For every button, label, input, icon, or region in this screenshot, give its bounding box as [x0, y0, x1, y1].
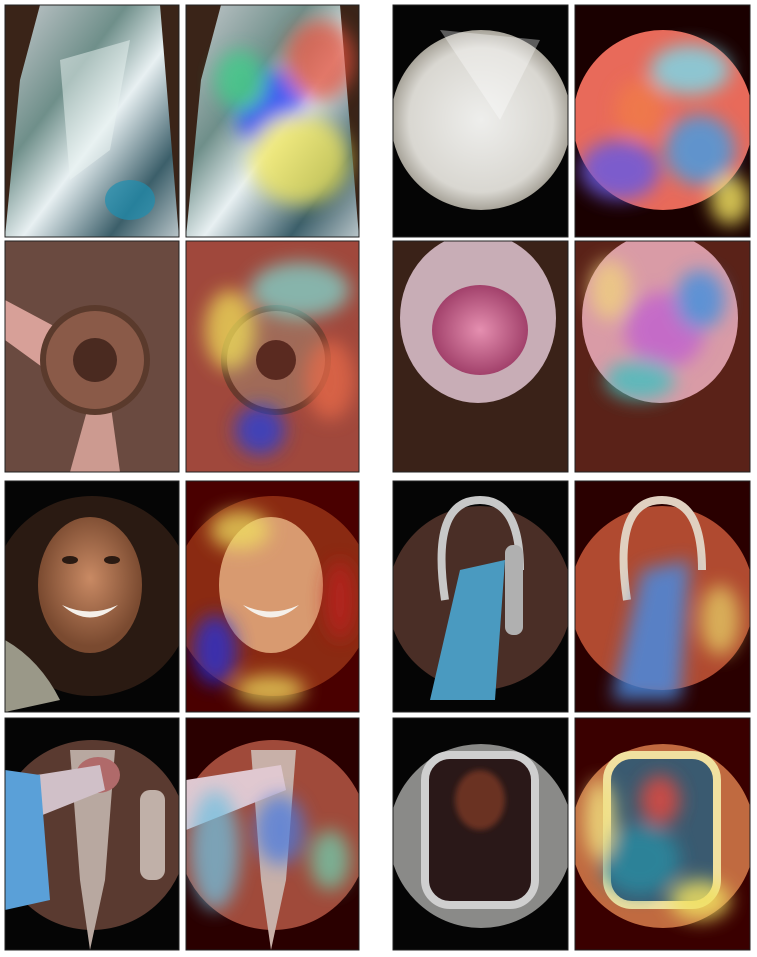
highlight	[60, 40, 130, 180]
heatmap-speculum-pink	[575, 241, 750, 472]
frame	[4, 4, 180, 238]
heat-blob	[665, 115, 735, 185]
heat	[193, 510, 355, 705]
frame	[574, 240, 751, 473]
tissue	[432, 285, 528, 375]
heat-blob	[700, 585, 740, 655]
heatmap-foil	[186, 5, 359, 237]
heat	[190, 790, 350, 910]
frame	[574, 480, 751, 713]
heat-blob	[612, 560, 690, 700]
heat-blob	[585, 780, 615, 860]
scarf	[5, 640, 60, 712]
eye	[62, 556, 78, 564]
smile	[62, 605, 118, 618]
face	[219, 517, 323, 653]
heat-blob	[615, 80, 665, 140]
frame	[392, 717, 569, 951]
tissue	[455, 770, 505, 830]
heat-blob	[255, 795, 305, 865]
photo-cavity	[393, 718, 568, 950]
heat-blob	[250, 262, 350, 318]
photo-foil	[5, 5, 179, 237]
blue-device	[430, 560, 505, 700]
heat-blob	[650, 45, 730, 95]
heat	[585, 775, 730, 920]
frame	[185, 4, 360, 238]
clip	[619, 495, 706, 601]
heat-blob	[210, 510, 270, 550]
mesh	[393, 30, 568, 210]
heat-blob	[605, 360, 675, 400]
heat-blob	[590, 260, 630, 320]
opening	[256, 340, 296, 380]
heat-blob	[325, 560, 355, 640]
heat-blob	[193, 615, 237, 685]
heatmap-face	[186, 481, 359, 712]
fold	[440, 30, 540, 120]
heatmap-ring	[186, 241, 359, 472]
heat-blob	[640, 775, 680, 825]
heat-blob	[580, 140, 660, 200]
strap	[70, 400, 120, 472]
glove	[5, 770, 50, 910]
heat-blob	[235, 405, 285, 455]
heat-blob	[250, 115, 350, 205]
frame	[4, 717, 180, 951]
photo-mesh	[393, 5, 568, 237]
heat-blob	[675, 270, 725, 330]
heat-blob	[215, 50, 265, 110]
handle	[140, 790, 165, 880]
frame	[185, 480, 360, 713]
frame	[574, 4, 751, 238]
photo-speculum	[5, 718, 179, 950]
photo-speculum-pink	[393, 241, 568, 472]
heatmap-cavity	[575, 718, 750, 950]
frames	[4, 4, 751, 951]
frame	[4, 480, 180, 713]
opening	[73, 338, 117, 382]
heatmap-mesh	[575, 5, 750, 237]
frame	[392, 4, 569, 238]
heat-blob	[205, 290, 255, 370]
handle	[505, 545, 523, 635]
heat	[590, 260, 725, 400]
heat-blob	[285, 20, 355, 100]
heat-blob	[305, 340, 355, 420]
heat-blob	[600, 825, 680, 895]
heat-blob	[310, 830, 350, 890]
heat-blob	[710, 175, 750, 225]
frame	[392, 480, 569, 713]
photo-instrument	[393, 481, 568, 712]
heat-blob	[235, 675, 305, 705]
heatmap-instrument	[575, 481, 750, 712]
eye	[104, 556, 120, 564]
frame	[574, 717, 751, 951]
photo-face	[5, 481, 179, 712]
heat	[215, 20, 355, 205]
heatmap-speculum	[186, 718, 359, 950]
heat	[612, 560, 740, 700]
frame	[4, 240, 180, 473]
reflection	[105, 180, 155, 220]
heat	[205, 262, 355, 455]
heat-blob	[670, 880, 730, 920]
face	[38, 517, 142, 653]
heat-blob	[190, 790, 240, 910]
speculum	[70, 750, 115, 950]
smile	[243, 605, 299, 618]
frame	[185, 717, 360, 951]
clip	[437, 495, 524, 601]
photo-ring	[5, 241, 179, 472]
heat	[580, 45, 750, 225]
frame	[185, 240, 360, 473]
frame	[392, 240, 569, 473]
